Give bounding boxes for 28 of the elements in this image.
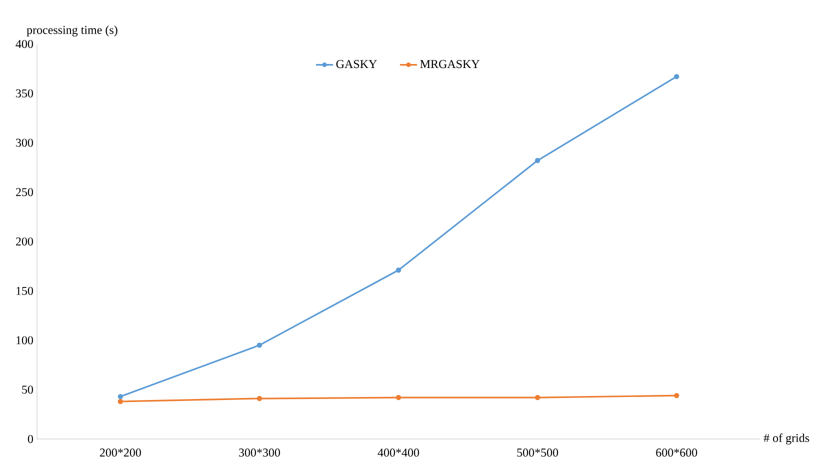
legend-label: MRGASKY	[420, 60, 480, 68]
y-tick-label: 0	[28, 434, 34, 444]
x-axis-title: # of grids	[764, 433, 810, 445]
y-tick-label: 350	[16, 89, 34, 98]
point	[674, 392, 680, 398]
point	[674, 74, 680, 80]
y-tick-label: 400	[16, 40, 34, 48]
point	[256, 342, 262, 348]
legend-label: GASKY	[336, 60, 377, 68]
x-tick-label: 500*500	[517, 448, 558, 457]
y-tick-label: 150	[16, 286, 34, 295]
x-tick-label: 400*400	[378, 448, 420, 457]
point	[534, 158, 540, 164]
y-tick-label: 300	[16, 138, 34, 147]
point	[396, 268, 402, 273]
y-tick-label: 250	[16, 188, 34, 196]
point	[256, 396, 262, 402]
x-tick-label: 200*200	[100, 448, 141, 457]
point	[118, 398, 124, 404]
x-tick-label: 300*300	[239, 448, 280, 457]
y-tick-label: 50	[22, 386, 34, 394]
x-tick-label: 600*600	[656, 448, 698, 457]
y-tick-label: 100	[16, 336, 34, 344]
point	[118, 394, 124, 400]
point	[534, 394, 540, 400]
y-tick-label: 200	[16, 237, 34, 246]
y-axis-title: processing time (s)	[26, 26, 118, 36]
point	[396, 394, 402, 400]
